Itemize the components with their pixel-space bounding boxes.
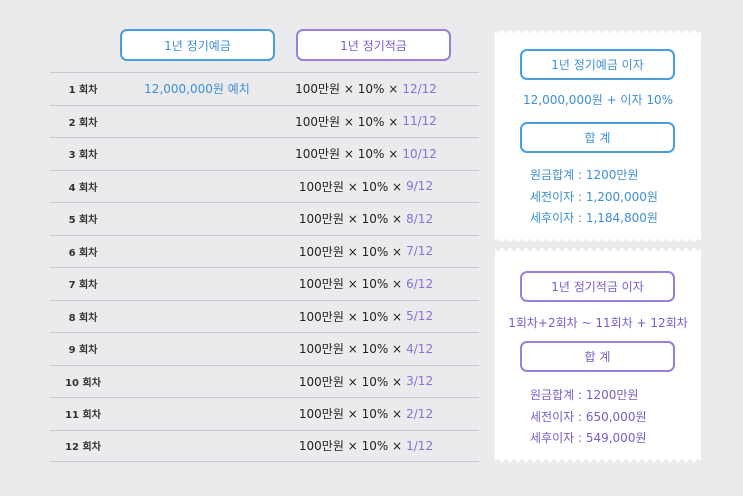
savings-cell: 100만원 × 10% × 12/12 — [275, 73, 457, 105]
deposit-total-label: 합 계 — [520, 122, 675, 153]
savings-cell: 100만원 × 10% × 1/12 — [275, 431, 457, 462]
savings-formula-base: 100만원 × 10% × — [298, 309, 403, 324]
savings-cell: 100만원 × 10% × 6/12 — [275, 268, 457, 300]
round-label: 7 회차 — [68, 280, 98, 292]
deposit-summary-card: 1년 정기예금 이자 12,000,000원 + 이자 10% 합 계 원금합계… — [495, 27, 701, 245]
savings-formula: 1회차+2회차 ~ 11회차 + 12회차 — [508, 316, 688, 330]
table-row: 5 회차 100만원 × 10% × 8/12 — [50, 202, 479, 235]
deposit-cell — [120, 398, 274, 430]
savings-cell: 100만원 × 10% × 3/12 — [275, 366, 457, 398]
savings-principal: 원금합계 : 1200만원 — [530, 388, 639, 402]
table-row: 4 회차 100만원 × 10% × 9/12 — [50, 169, 479, 203]
interest-table: 1 회차 12,000,000원 예치 100만원 × 10% × 12/12 2 회차… — [50, 72, 479, 462]
savings-formula-base: 100만원 × 10% × — [298, 342, 403, 357]
savings-fraction: 11/12 — [402, 114, 437, 129]
round-label: 1 회차 — [68, 85, 98, 97]
savings-cell: 100만원 × 10% × 7/12 — [275, 236, 457, 268]
savings-formula-base: 100만원 × 10% × — [298, 407, 403, 422]
deposit-cell — [120, 138, 274, 170]
savings-formula-base: 100만원 × 10% × — [298, 244, 403, 259]
deposit-header: 1년 정기예금 — [120, 29, 275, 61]
savings-fraction: 7/12 — [406, 244, 434, 259]
savings-pretax: 세전이자 : 650,000원 — [530, 410, 647, 424]
savings-header: 1년 정기적금 — [296, 29, 451, 61]
deposit-cell — [120, 236, 274, 268]
deposit-cell — [120, 268, 274, 300]
savings-cell: 100만원 × 10% × 4/12 — [275, 333, 457, 365]
savings-summary-card: 1년 정기적금 이자 1회차+2회차 ~ 11회차 + 12회차 합 계 원금합… — [495, 245, 701, 465]
savings-fraction: 8/12 — [406, 211, 434, 226]
deposit-cell — [120, 106, 274, 138]
savings-fraction: 9/12 — [406, 179, 434, 194]
savings-formula-base: 100만원 × 10% × — [298, 374, 403, 389]
round-label: 12 회차 — [65, 442, 101, 454]
round-label: 3 회차 — [68, 150, 98, 162]
deposit-pretax: 세전이자 : 1,200,000원 — [530, 190, 658, 204]
round-label: 6 회차 — [68, 247, 98, 259]
deposit-principal: 원금합계 : 1200만원 — [530, 168, 639, 182]
deposit-cell — [120, 203, 274, 235]
round-label: 8 회차 — [68, 312, 98, 324]
deposit-cell — [120, 333, 274, 365]
table-row: 1 회차 12,000,000원 예치 100만원 × 10% × 12/12 — [50, 72, 479, 105]
table-row: 6 회차 100만원 × 10% × 7/12 — [50, 234, 479, 268]
table-row: 3 회차 100만원 × 10% × 10/12 — [50, 137, 479, 170]
savings-total-label: 합 계 — [520, 341, 675, 372]
savings-fraction: 3/12 — [406, 374, 434, 389]
savings-formula-base: 100만원 × 10% × — [295, 114, 399, 129]
savings-formula-base: 100만원 × 10% × — [298, 212, 403, 227]
deposit-formula: 12,000,000원 + 이자 10% — [523, 93, 673, 107]
savings-formula-base: 100만원 × 10% × — [295, 82, 399, 97]
table-row: 8 회차 100만원 × 10% × 5/12 — [50, 299, 479, 333]
savings-interest-title: 1년 정기적금 이자 — [520, 271, 675, 302]
round-label: 9 회차 — [68, 345, 98, 357]
table-row: 7 회차 100만원 × 10% × 6/12 — [50, 267, 479, 300]
round-label: 5 회차 — [68, 215, 98, 227]
round-label: 2 회차 — [68, 117, 98, 129]
savings-cell: 100만원 × 10% × 10/12 — [275, 138, 457, 170]
deposit-interest-title: 1년 정기예금 이자 — [520, 49, 675, 80]
table-row: 9 회차 100만원 × 10% × 4/12 — [50, 332, 479, 365]
savings-cell: 100만원 × 10% × 11/12 — [275, 106, 457, 138]
savings-formula-base: 100만원 × 10% × — [298, 179, 403, 194]
savings-cell: 100만원 × 10% × 8/12 — [275, 203, 457, 235]
savings-fraction: 4/12 — [406, 341, 434, 356]
deposit-cell — [120, 366, 274, 398]
savings-fraction: 6/12 — [406, 276, 434, 291]
savings-formula-base: 100만원 × 10% × — [295, 147, 399, 162]
deposit-cell — [120, 301, 274, 333]
deposit-cell — [120, 431, 274, 462]
table-row: 2 회차 100만원 × 10% × 11/12 — [50, 104, 479, 138]
table-row: 11 회차 100만원 × 10% × 2/12 — [50, 397, 479, 430]
savings-fraction: 5/12 — [406, 309, 434, 324]
table-row: 10 회차 100만원 × 10% × 3/12 — [50, 364, 479, 398]
savings-fraction: 10/12 — [402, 146, 437, 161]
round-label: 10 회차 — [65, 377, 101, 389]
table-row: 12 회차 100만원 × 10% × 1/12 — [50, 429, 479, 462]
deposit-cell: 12,000,000원 예치 — [144, 82, 250, 97]
round-label: 4 회차 — [68, 182, 98, 194]
savings-fraction: 2/12 — [406, 406, 434, 421]
savings-cell: 100만원 × 10% × 5/12 — [275, 301, 457, 333]
round-label: 11 회차 — [65, 410, 101, 422]
summary-panel: 1년 정기예금 이자 12,000,000원 + 이자 10% 합 계 원금합계… — [495, 27, 701, 465]
savings-fraction: 12/12 — [402, 81, 437, 96]
deposit-aftertax: 세후이자 : 1,184,800원 — [530, 211, 658, 225]
savings-aftertax: 세후이자 : 549,000원 — [530, 431, 647, 445]
savings-formula-base: 100만원 × 10% × — [298, 277, 403, 292]
savings-fraction: 1/12 — [406, 438, 434, 453]
savings-formula-base: 100만원 × 10% × — [298, 439, 403, 454]
savings-cell: 100만원 × 10% × 9/12 — [275, 171, 457, 203]
deposit-cell — [120, 171, 274, 203]
savings-cell: 100만원 × 10% × 2/12 — [275, 398, 457, 430]
